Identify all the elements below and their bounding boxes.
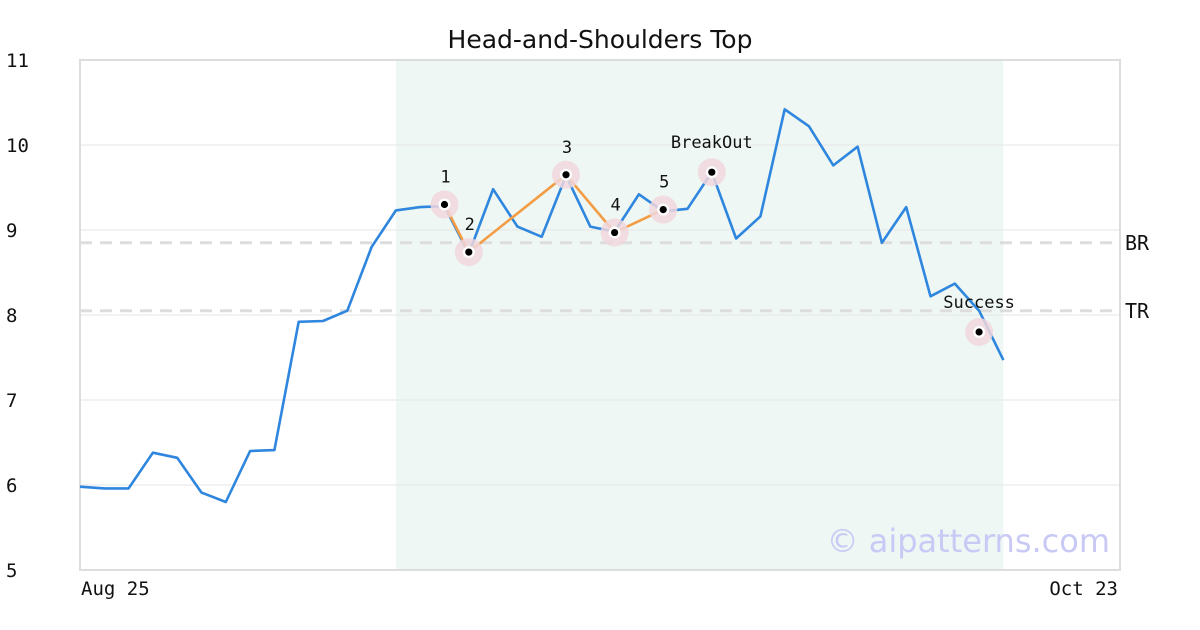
pattern-point-marker-dot: [440, 200, 449, 209]
plot-frame: [79, 59, 1121, 571]
y-tick-label: 7: [6, 390, 17, 412]
pattern-point-marker-dot: [465, 248, 473, 256]
y-tick-label: 5: [6, 560, 17, 582]
pattern-point-marker-dot: [659, 206, 667, 214]
level-label-tr: TR: [1125, 299, 1150, 323]
pattern-point-label: 2: [465, 215, 475, 235]
pattern-point-marker-dot: [562, 171, 570, 179]
event-label: BreakOut: [671, 133, 753, 153]
x-tick-end: Oct 23: [1049, 578, 1118, 600]
watermark: © aipatterns.com: [827, 522, 1110, 560]
y-tick-label: 9: [6, 220, 17, 242]
event-marker-dot: [975, 328, 983, 336]
y-axis-ticks: 5 6 7 8 9 10 11: [6, 50, 29, 582]
price-series-line: [79, 108, 1005, 504]
pattern-point-marker-dot: [611, 228, 619, 237]
pattern-point-label: 5: [659, 173, 669, 193]
event-label: Success: [943, 293, 1015, 313]
pattern-point-label: 4: [610, 196, 620, 216]
pattern-point-label: 3: [562, 138, 572, 158]
chart-title: Head-and-Shoulders Top: [448, 25, 753, 54]
x-tick-start: Aug 25: [81, 578, 150, 600]
y-tick-label: 10: [6, 135, 29, 157]
y-tick-label: 6: [6, 475, 17, 497]
pattern-point-label: 1: [440, 168, 450, 188]
y-tick-label: 8: [6, 305, 17, 327]
level-lines: BR TR: [80, 231, 1150, 323]
event-marker-dot: [708, 168, 716, 176]
y-tick-label: 11: [6, 50, 29, 72]
level-label-br: BR: [1125, 231, 1150, 255]
y-gridlines: [80, 144, 1120, 486]
